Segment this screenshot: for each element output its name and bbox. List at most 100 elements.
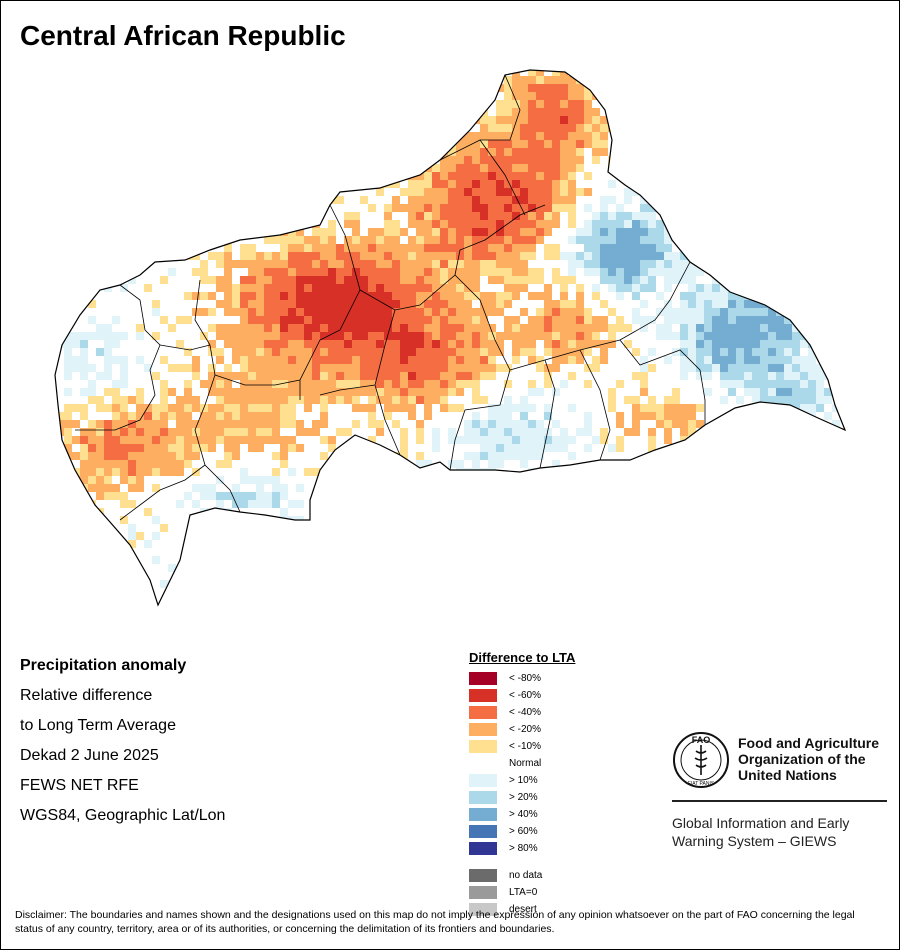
anomaly-cell bbox=[136, 396, 144, 404]
anomaly-cell bbox=[672, 228, 680, 236]
anomaly-cell bbox=[392, 308, 400, 316]
anomaly-cell bbox=[616, 268, 624, 276]
anomaly-cell bbox=[456, 188, 464, 196]
anomaly-cell bbox=[824, 556, 832, 564]
anomaly-cell bbox=[360, 268, 368, 276]
anomaly-cell bbox=[512, 140, 520, 148]
anomaly-cell bbox=[600, 244, 608, 252]
anomaly-cell bbox=[816, 348, 824, 356]
anomaly-cell bbox=[392, 316, 400, 324]
anomaly-cell bbox=[40, 604, 48, 612]
anomaly-cell bbox=[504, 116, 512, 124]
anomaly-cell bbox=[272, 100, 280, 108]
anomaly-cell bbox=[40, 76, 48, 84]
anomaly-cell bbox=[568, 252, 576, 260]
anomaly-cell bbox=[280, 70, 288, 76]
anomaly-cell bbox=[800, 380, 808, 388]
anomaly-cell bbox=[808, 276, 816, 284]
anomaly-cell bbox=[320, 252, 328, 260]
anomaly-cell bbox=[672, 420, 680, 428]
anomaly-cell bbox=[296, 420, 304, 428]
anomaly-cell bbox=[824, 516, 832, 524]
anomaly-cell bbox=[264, 308, 272, 316]
anomaly-cell bbox=[856, 492, 860, 500]
anomaly-cell bbox=[544, 148, 552, 156]
anomaly-cell bbox=[104, 364, 112, 372]
anomaly-cell bbox=[224, 332, 232, 340]
anomaly-cell bbox=[248, 60, 256, 68]
anomaly-cell bbox=[720, 316, 728, 324]
anomaly-cell bbox=[288, 564, 296, 572]
anomaly-cell bbox=[312, 596, 320, 604]
anomaly-cell bbox=[560, 140, 568, 148]
anomaly-cell bbox=[616, 292, 624, 300]
anomaly-cell bbox=[856, 316, 860, 324]
anomaly-cell bbox=[728, 276, 736, 284]
anomaly-cell bbox=[256, 428, 264, 436]
anomaly-cell bbox=[768, 604, 776, 605]
anomaly-cell bbox=[168, 428, 176, 436]
anomaly-cell bbox=[536, 116, 544, 124]
anomaly-cell bbox=[560, 276, 568, 284]
anomaly-cell bbox=[504, 228, 512, 236]
anomaly-cell bbox=[96, 436, 104, 444]
anomaly-cell bbox=[184, 108, 192, 116]
anomaly-cell bbox=[432, 236, 440, 244]
anomaly-cell bbox=[312, 300, 320, 308]
anomaly-cell bbox=[208, 444, 216, 452]
anomaly-cell bbox=[472, 156, 480, 164]
anomaly-cell bbox=[240, 340, 248, 348]
anomaly-cell bbox=[664, 316, 672, 324]
anomaly-cell bbox=[400, 404, 408, 412]
anomaly-cell bbox=[240, 196, 248, 204]
anomaly-cell bbox=[536, 508, 544, 516]
anomaly-cell bbox=[376, 300, 384, 308]
anomaly-cell bbox=[760, 612, 768, 620]
anomaly-cell bbox=[632, 572, 640, 580]
anomaly-cell bbox=[344, 364, 352, 372]
anomaly-cell bbox=[72, 404, 80, 412]
anomaly-cell bbox=[608, 308, 616, 316]
anomaly-cell bbox=[712, 348, 720, 356]
anomaly-cell bbox=[400, 252, 408, 260]
anomaly-cell bbox=[584, 132, 592, 140]
anomaly-cell bbox=[280, 316, 288, 324]
anomaly-cell bbox=[712, 444, 720, 452]
anomaly-cell bbox=[584, 220, 592, 228]
anomaly-cell bbox=[616, 468, 624, 476]
anomaly-cell bbox=[720, 580, 728, 588]
anomaly-cell bbox=[248, 308, 256, 316]
info-heading: Precipitation anomaly bbox=[20, 657, 187, 674]
anomaly-cell bbox=[240, 276, 248, 284]
anomaly-cell bbox=[416, 300, 424, 308]
anomaly-cell bbox=[432, 340, 440, 348]
anomaly-cell bbox=[240, 244, 248, 252]
anomaly-cell bbox=[184, 364, 192, 372]
anomaly-cell bbox=[320, 492, 328, 500]
anomaly-cell bbox=[320, 300, 328, 308]
anomaly-cell bbox=[104, 276, 112, 284]
anomaly-cell bbox=[552, 244, 560, 252]
anomaly-cell bbox=[104, 444, 112, 452]
anomaly-cell bbox=[328, 108, 336, 116]
anomaly-cell bbox=[488, 452, 496, 460]
anomaly-cell bbox=[424, 308, 432, 316]
anomaly-cell bbox=[656, 420, 664, 428]
anomaly-cell bbox=[552, 556, 560, 564]
giews-name: Global Information and Early Warning Sys… bbox=[672, 814, 849, 850]
anomaly-cell bbox=[456, 332, 464, 340]
anomaly-cell bbox=[576, 156, 584, 164]
anomaly-cell bbox=[64, 356, 72, 364]
anomaly-cell bbox=[656, 180, 664, 188]
anomaly-cell bbox=[624, 228, 632, 236]
anomaly-cell bbox=[400, 372, 408, 380]
anomaly-cell bbox=[456, 140, 464, 148]
anomaly-cell bbox=[704, 196, 712, 204]
anomaly-cell bbox=[55, 228, 56, 236]
legend-label: LTA=0 bbox=[509, 887, 538, 898]
anomaly-cell bbox=[144, 436, 152, 444]
anomaly-cell bbox=[648, 404, 656, 412]
anomaly-cell bbox=[96, 460, 104, 468]
anomaly-cell bbox=[376, 124, 384, 132]
anomaly-cell bbox=[392, 252, 400, 260]
